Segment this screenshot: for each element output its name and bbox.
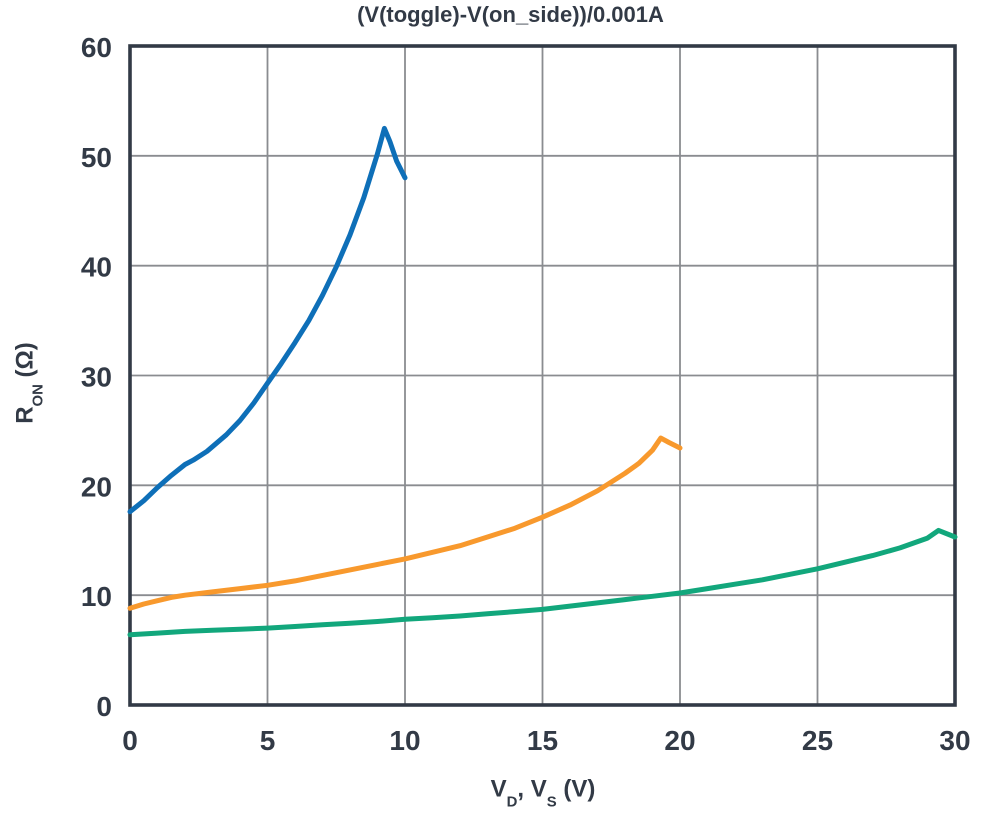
series-orange: [127, 435, 683, 611]
x-tick-label: 0: [122, 725, 138, 756]
x-tick-label: 10: [389, 725, 420, 756]
x-tick-label: 15: [527, 725, 558, 756]
series-green: [127, 527, 958, 638]
chart-title: (V(toggle)-V(on_side))/0.001A: [357, 2, 664, 27]
x-axis-label: VD, VS (V): [490, 775, 596, 811]
x-axis-label-unit: (V): [556, 775, 596, 803]
x-axis-label-v1: V: [490, 775, 507, 803]
x-tick-label: 20: [664, 725, 695, 756]
x-tick-label: 30: [939, 725, 970, 756]
y-tick-label: 30: [81, 362, 112, 393]
y-tick-label: 0: [96, 691, 112, 722]
y-tick-label: 10: [81, 581, 112, 612]
x-tick-label: 25: [802, 725, 833, 756]
plot-border: [128, 44, 957, 707]
x-axis-label-v1-sub: D: [506, 794, 518, 811]
x-axis-label-v2: V: [530, 775, 547, 803]
series-blue: [127, 125, 408, 515]
x-tick-label: 5: [260, 725, 276, 756]
x-axis-label-mid: ,: [517, 775, 531, 803]
x-axis-label-v2-sub: S: [546, 794, 557, 811]
y-tick-label: 50: [81, 142, 112, 173]
y-tick-label: 60: [81, 32, 112, 63]
y-tick-label: 20: [81, 471, 112, 502]
y-tick-label: 40: [81, 252, 112, 283]
